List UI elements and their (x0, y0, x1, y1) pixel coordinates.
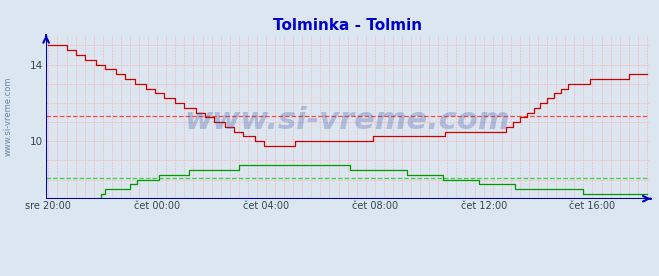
Text: www.si-vreme.com: www.si-vreme.com (185, 106, 511, 135)
Text: www.si-vreme.com: www.si-vreme.com (4, 76, 13, 156)
Title: Tolminka - Tolmin: Tolminka - Tolmin (273, 18, 422, 33)
